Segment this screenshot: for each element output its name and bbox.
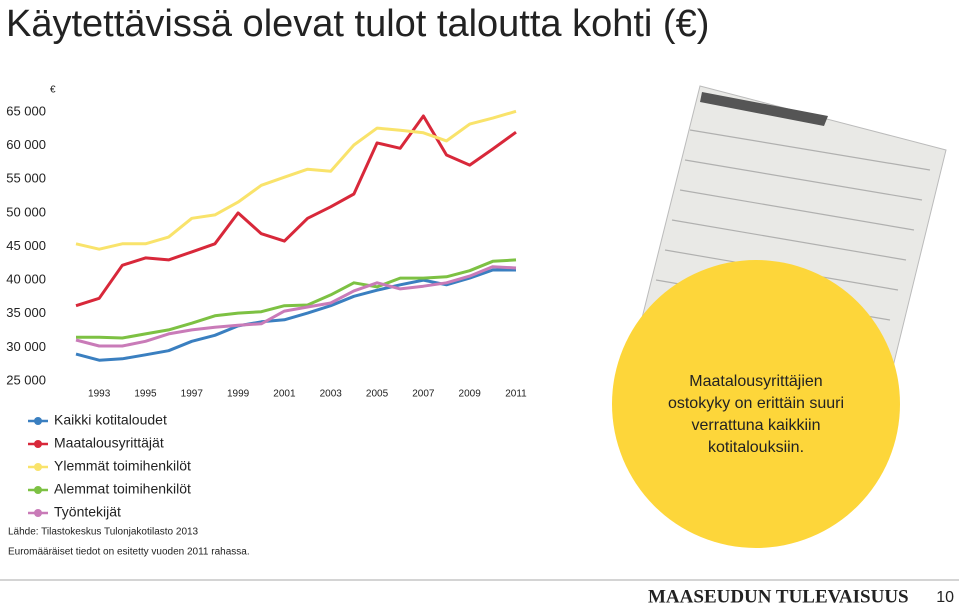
footer-brand: MAASEUDUN TULEVAISUUS [648,586,909,607]
callout-text: ostokyky on erittäin suuri [668,395,844,412]
x-tick-label: 1999 [227,389,250,400]
x-tick-label: 2009 [459,389,482,400]
legend-marker [34,417,42,425]
x-tick-label: 2005 [366,389,389,400]
x-tick-label: 1993 [88,389,111,400]
y-tick-label: 50 000 [6,204,46,219]
x-tick-label: 2001 [273,389,296,400]
y-tick-label: 30 000 [6,339,46,354]
legend-label: Kaikki kotitaloudet [54,412,167,428]
series-line [75,268,516,362]
callout-text: kotitalouksiin. [708,439,804,456]
y-tick-label: 55 000 [6,171,46,186]
series-line [76,258,517,340]
y-tick-label: 60 000 [6,137,46,152]
page-number: 10 [936,589,954,606]
callout-text: Maatalousyrittäjien [689,373,822,390]
legend-marker [34,463,42,471]
x-tick-label: 2003 [320,389,343,400]
legend-label: Ylemmät toimihenkilöt [54,458,191,474]
source: Lähde: Tilastokeskus Tulonjakotilasto 20… [8,527,199,538]
y-tick-label: 40 000 [6,272,46,287]
legend-label: Alemmat toimihenkilöt [54,481,191,497]
legend-marker [34,440,42,448]
y-tick-label: 35 000 [6,305,46,320]
legend-label: Maatalousyrittäjät [54,435,164,451]
x-tick-label: 1997 [181,389,204,400]
series-line [75,114,517,308]
legend-marker [34,509,42,517]
legend-marker [34,486,42,494]
chart-title: Käytettävissä olevat tulot taloutta koht… [6,3,709,45]
note: Euromääräiset tiedot on esitetty vuoden … [8,547,250,558]
x-tick-label: 2007 [412,389,435,400]
y-tick-label: 65 000 [6,103,46,118]
x-tick-label: 2011 [505,389,527,400]
callout-circle [612,260,900,548]
legend-label: Työntekijät [54,504,121,520]
series-line [75,265,517,348]
callout-text: verrattuna kaikkiin [692,417,821,434]
y-tick-label: 45 000 [6,238,46,253]
y-tick-label: 25 000 [6,372,46,387]
y-axis-label: € [50,85,56,96]
series-line [75,109,517,251]
x-tick-label: 1995 [134,389,157,400]
